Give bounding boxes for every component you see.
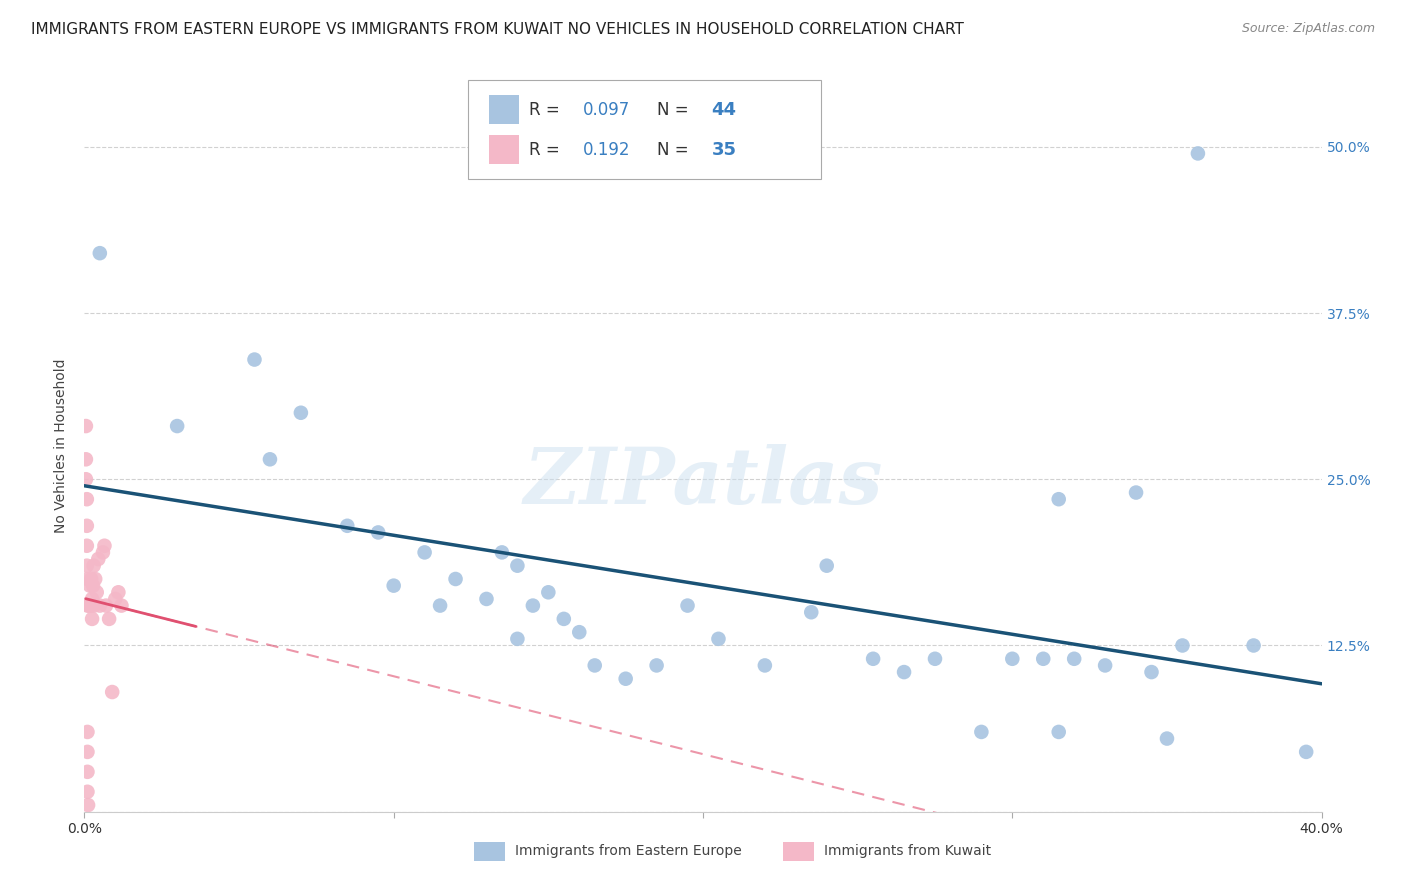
- FancyBboxPatch shape: [468, 80, 821, 179]
- Point: [1001, 652, 1024, 666]
- Point: [970, 725, 993, 739]
- Point: [645, 658, 668, 673]
- FancyBboxPatch shape: [474, 842, 505, 861]
- Point: [82, 612, 104, 626]
- Point: [537, 585, 560, 599]
- Point: [491, 545, 513, 559]
- Point: [79, 599, 101, 613]
- Point: [475, 591, 498, 606]
- Point: [444, 572, 467, 586]
- Text: ZIPatlas: ZIPatlas: [523, 444, 883, 521]
- Point: [104, 591, 127, 606]
- Text: Immigrants from Eastern Europe: Immigrants from Eastern Europe: [515, 844, 742, 858]
- Point: [76, 725, 98, 739]
- Text: 35: 35: [711, 141, 737, 159]
- Point: [75, 472, 97, 486]
- Point: [76, 599, 98, 613]
- Point: [707, 632, 730, 646]
- Point: [614, 672, 637, 686]
- Point: [76, 558, 98, 573]
- Point: [1171, 639, 1194, 653]
- Point: [1140, 665, 1163, 679]
- FancyBboxPatch shape: [783, 842, 814, 861]
- Point: [676, 599, 699, 613]
- Text: 0.192: 0.192: [583, 141, 630, 159]
- Point: [89, 246, 111, 260]
- Point: [86, 585, 108, 599]
- Point: [800, 605, 823, 619]
- Point: [76, 492, 98, 507]
- Point: [82, 591, 104, 606]
- Point: [83, 599, 105, 613]
- Point: [1063, 652, 1085, 666]
- Point: [1187, 146, 1209, 161]
- Point: [76, 539, 98, 553]
- Text: 44: 44: [711, 101, 737, 119]
- Point: [83, 558, 105, 573]
- Point: [290, 406, 312, 420]
- Point: [76, 764, 98, 779]
- Point: [568, 625, 591, 640]
- Point: [76, 785, 98, 799]
- Text: R =: R =: [529, 141, 569, 159]
- Point: [93, 539, 115, 553]
- Point: [84, 572, 107, 586]
- Point: [522, 599, 544, 613]
- Point: [1032, 652, 1054, 666]
- Point: [336, 518, 359, 533]
- Point: [754, 658, 776, 673]
- Point: [98, 612, 121, 626]
- Point: [1047, 492, 1070, 507]
- Point: [110, 599, 132, 613]
- Point: [87, 552, 110, 566]
- Point: [77, 798, 100, 813]
- Point: [259, 452, 281, 467]
- FancyBboxPatch shape: [489, 95, 519, 124]
- Text: Immigrants from Kuwait: Immigrants from Kuwait: [824, 844, 991, 858]
- Point: [243, 352, 266, 367]
- Point: [107, 585, 129, 599]
- Point: [80, 572, 103, 586]
- Point: [1295, 745, 1317, 759]
- Point: [1094, 658, 1116, 673]
- Point: [553, 612, 575, 626]
- Point: [101, 685, 124, 699]
- Text: 0.097: 0.097: [583, 101, 630, 119]
- Point: [583, 658, 606, 673]
- Point: [924, 652, 946, 666]
- Point: [79, 579, 101, 593]
- Point: [75, 452, 97, 467]
- Point: [94, 599, 117, 613]
- Point: [76, 745, 98, 759]
- Point: [76, 518, 98, 533]
- Point: [75, 419, 97, 434]
- Point: [82, 579, 104, 593]
- Y-axis label: No Vehicles in Household: No Vehicles in Household: [55, 359, 69, 533]
- Point: [89, 599, 111, 613]
- Point: [429, 599, 451, 613]
- Text: R =: R =: [529, 101, 565, 119]
- Point: [91, 545, 114, 559]
- Point: [506, 558, 529, 573]
- Point: [815, 558, 838, 573]
- Point: [413, 545, 436, 559]
- Point: [76, 572, 98, 586]
- Point: [166, 419, 188, 434]
- Point: [1125, 485, 1147, 500]
- Point: [862, 652, 884, 666]
- Point: [1047, 725, 1070, 739]
- Text: N =: N =: [657, 101, 695, 119]
- Point: [77, 599, 100, 613]
- Text: N =: N =: [657, 141, 695, 159]
- Point: [382, 579, 405, 593]
- Point: [367, 525, 389, 540]
- Text: IMMIGRANTS FROM EASTERN EUROPE VS IMMIGRANTS FROM KUWAIT NO VEHICLES IN HOUSEHOL: IMMIGRANTS FROM EASTERN EUROPE VS IMMIGR…: [31, 22, 963, 37]
- Point: [1156, 731, 1178, 746]
- Point: [506, 632, 529, 646]
- Text: Source: ZipAtlas.com: Source: ZipAtlas.com: [1241, 22, 1375, 36]
- FancyBboxPatch shape: [489, 135, 519, 164]
- Point: [893, 665, 915, 679]
- Point: [1243, 639, 1265, 653]
